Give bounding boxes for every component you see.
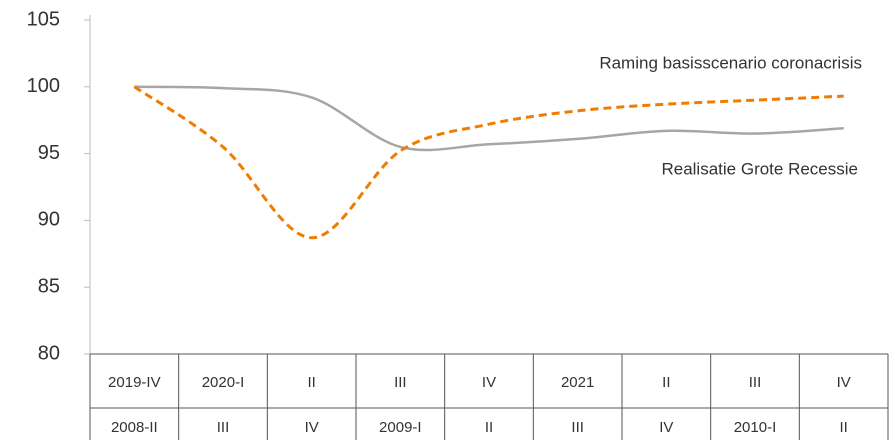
y-tick-label: 90 bbox=[38, 209, 60, 231]
x-tick-label: II bbox=[839, 419, 847, 436]
x-tick-label: 2021 bbox=[561, 374, 594, 391]
y-tick-label: 105 bbox=[27, 8, 60, 30]
x-tick-label: IV bbox=[305, 419, 319, 436]
x-tick-label: IV bbox=[659, 419, 673, 436]
y-tick-label: 100 bbox=[27, 75, 60, 97]
x-tick-label: 2010-I bbox=[734, 419, 777, 436]
x-tick-label: 2009-I bbox=[379, 419, 422, 436]
x-tick-label: II bbox=[307, 374, 315, 391]
series-line bbox=[134, 85, 844, 152]
x-tick-label: 2020-I bbox=[202, 374, 245, 391]
x-tick-label: II bbox=[485, 419, 493, 436]
x-tick-label: III bbox=[749, 374, 762, 391]
series-label: Raming basisscenario coronacrisis bbox=[599, 53, 862, 72]
x-tick-label: III bbox=[217, 419, 230, 436]
x-tick-label: III bbox=[394, 374, 407, 391]
y-tick-label: 80 bbox=[38, 342, 60, 364]
y-tick-label: 95 bbox=[38, 142, 60, 164]
x-tick-label: II bbox=[662, 374, 670, 391]
x-tick-label: 2019-IV bbox=[108, 374, 161, 391]
y-tick-label: 85 bbox=[38, 275, 60, 297]
x-tick-label: III bbox=[571, 419, 584, 436]
series-line bbox=[133, 85, 844, 240]
x-tick-label: IV bbox=[837, 374, 851, 391]
series-label: Realisatie Grote Recessie bbox=[661, 159, 858, 178]
x-tick-label: 2008-II bbox=[111, 419, 158, 436]
x-tick-label: IV bbox=[482, 374, 496, 391]
